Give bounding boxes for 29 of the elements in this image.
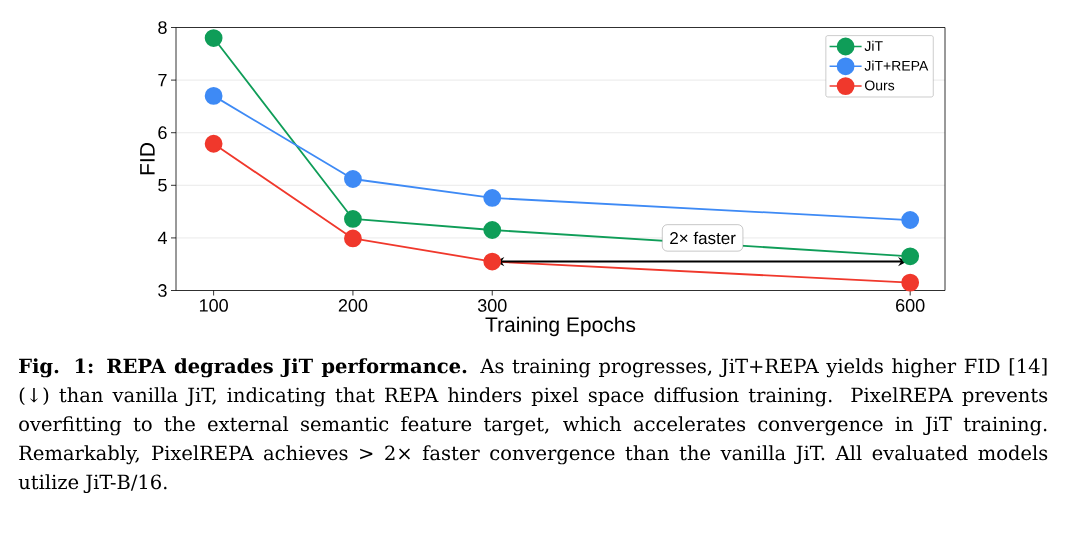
y-tick-label: 8 <box>158 21 167 34</box>
x-axis-title: Training Epochs <box>485 316 636 337</box>
point <box>483 221 502 239</box>
x-tick-label: 200 <box>338 299 368 312</box>
point <box>344 170 362 188</box>
y-tick-label: 4 <box>157 231 167 245</box>
point <box>901 211 920 229</box>
point <box>901 247 920 266</box>
point <box>204 134 223 153</box>
point <box>901 273 920 292</box>
legend-label: JiT <box>864 40 883 51</box>
point <box>204 86 223 105</box>
y-tick-label: 6 <box>158 126 167 140</box>
point <box>483 252 502 271</box>
point <box>204 29 223 47</box>
legend-label: Ours <box>865 80 895 91</box>
legend-label: JiT+REPA <box>864 60 929 71</box>
y-tick-label: 3 <box>158 284 167 297</box>
x-tick-label: 600 <box>896 299 925 312</box>
point <box>344 210 362 228</box>
point <box>344 229 362 248</box>
annotation: 2× faster <box>670 231 736 245</box>
y-tick-label: 7 <box>158 73 167 87</box>
x-tick-label: 300 <box>477 299 507 312</box>
y-axis-title: FID <box>140 143 155 175</box>
y-tick-label: 5 <box>158 179 167 192</box>
x-tick-label: 100 <box>199 299 228 312</box>
point <box>483 189 502 207</box>
text: Fig. 1: REPA degrades JiT performance. As training progresses, JiT+REPA yields higher FID [14] (↓) than vanilla JiT, indicating that REPA hinders pixel space diffusion training. PixelREPA prevents overfitting to the external semantic feature target, which accelerates convergence in JiT training. Remarkably, PixelREPA achieves > 2× faster convergence than the vanilla JiT. All evaluated models utilize JiT-B/16. <box>18 358 1048 494</box>
